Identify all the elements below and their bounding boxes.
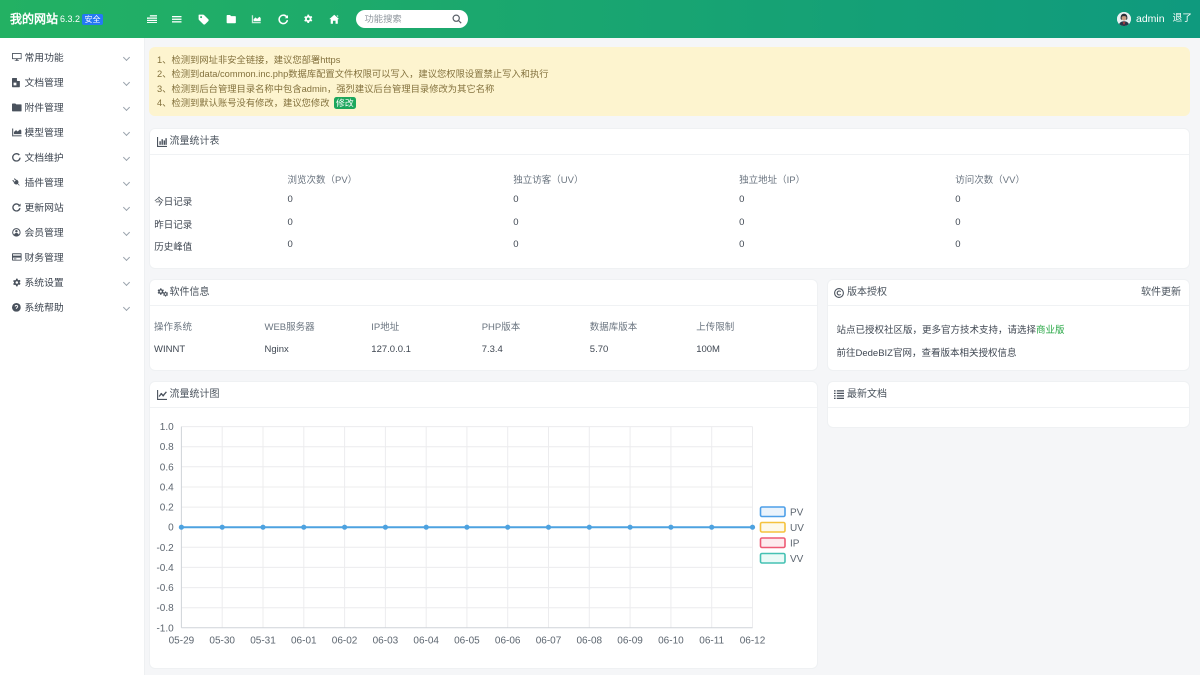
svg-text:05-29: 05-29 (169, 636, 195, 647)
svg-text:06-12: 06-12 (740, 636, 766, 647)
svg-text:-1.0: -1.0 (156, 623, 174, 634)
svg-text:0: 0 (168, 523, 174, 534)
svg-text:0.6: 0.6 (160, 462, 174, 473)
svg-text:05-30: 05-30 (209, 636, 235, 647)
svg-text:06-06: 06-06 (495, 636, 521, 647)
svg-text:06-07: 06-07 (536, 636, 562, 647)
svg-text:06-11: 06-11 (699, 636, 724, 647)
svg-text:06-02: 06-02 (332, 636, 358, 647)
svg-text:IP: IP (790, 539, 800, 550)
svg-text:06-09: 06-09 (617, 636, 643, 647)
svg-text:VV: VV (790, 554, 804, 565)
svg-text:06-08: 06-08 (577, 636, 603, 647)
svg-text:06-05: 06-05 (454, 636, 480, 647)
svg-text:06-04: 06-04 (413, 636, 439, 647)
svg-text:0.2: 0.2 (160, 503, 174, 514)
svg-text:06-01: 06-01 (291, 636, 317, 647)
svg-text:-0.4: -0.4 (156, 563, 174, 574)
svg-text:06-03: 06-03 (373, 636, 399, 647)
svg-text:PV: PV (790, 508, 804, 519)
svg-text:06-10: 06-10 (658, 636, 684, 647)
svg-text:1.0: 1.0 (160, 422, 174, 433)
svg-text:0.8: 0.8 (160, 442, 174, 453)
svg-text:-0.6: -0.6 (156, 583, 174, 594)
svg-text:-0.2: -0.2 (156, 543, 174, 554)
svg-text:0.4: 0.4 (160, 483, 174, 494)
svg-text:UV: UV (790, 523, 804, 534)
svg-text:-0.8: -0.8 (156, 603, 174, 614)
svg-text:05-31: 05-31 (250, 636, 276, 647)
